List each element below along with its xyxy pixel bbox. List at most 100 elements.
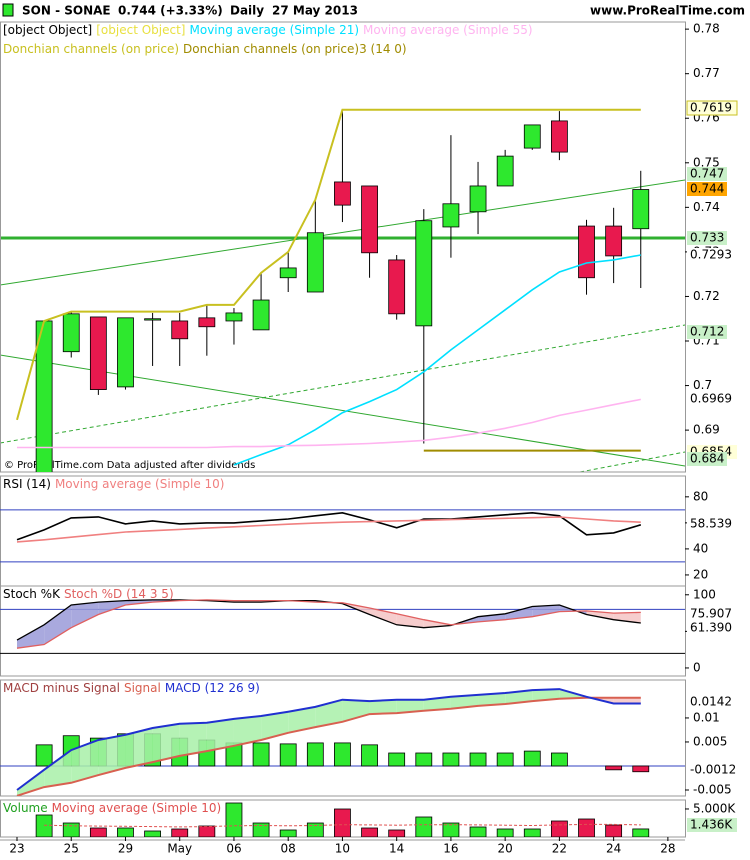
bar <box>117 827 134 837</box>
fill-area <box>505 606 533 620</box>
bar <box>551 752 568 767</box>
bar <box>62 822 80 837</box>
end-label: 0.712 <box>690 325 724 339</box>
end-label: 0.0142 <box>690 695 732 709</box>
y-tick-label: 0.01 <box>693 710 720 724</box>
y-tick-label: 5.000K <box>693 801 736 815</box>
label-box <box>687 763 739 777</box>
x-tick-label: 06 <box>226 842 241 856</box>
legend: Stoch %K Stoch %D (14 3 5) <box>3 587 174 601</box>
y-tick-label: 0.69 <box>693 423 720 437</box>
candle-body <box>306 232 324 293</box>
candle-body <box>144 318 162 321</box>
bar <box>442 752 460 767</box>
series-line <box>16 688 641 791</box>
bar <box>334 742 351 767</box>
bar <box>144 830 162 837</box>
x-tick-label: 22 <box>552 842 567 856</box>
end-label: 58.539 <box>690 517 732 531</box>
y-tick-label: 0.77 <box>693 66 720 80</box>
legend-item: Moving average (Simple 55) <box>363 23 533 37</box>
bar <box>578 818 595 837</box>
fill-area <box>505 690 533 705</box>
y-tick-label: 0.78 <box>693 22 720 36</box>
candle-body <box>361 185 378 254</box>
x-tick-label: 28 <box>660 842 675 856</box>
x-tick-label: 20 <box>498 842 513 856</box>
label-box <box>687 231 727 245</box>
fill-area <box>478 692 506 706</box>
bar <box>35 744 53 767</box>
panel <box>0 599 685 654</box>
label-box <box>687 182 727 196</box>
x-tick-label: 29 <box>118 842 133 856</box>
legend-item: [object Object] <box>3 23 92 37</box>
series-line <box>16 696 641 796</box>
fill-area <box>98 734 126 776</box>
legend-item: Volume <box>3 801 48 815</box>
fill-area <box>532 605 560 617</box>
fill-area <box>71 602 99 628</box>
candle-body <box>62 313 80 353</box>
fill-area <box>98 600 126 615</box>
legend-item: Moving average (Simple 10) <box>55 477 225 491</box>
candle-body <box>89 316 107 390</box>
site: www.ProRealTime.com <box>590 4 745 18</box>
bar <box>469 826 487 837</box>
candle-body <box>171 320 189 340</box>
legend: Donchian channels (on price) Donchian cha… <box>3 42 407 56</box>
candle-body <box>523 124 541 149</box>
legend-item: Signal <box>124 681 161 695</box>
bar <box>469 752 487 767</box>
bar <box>306 742 324 767</box>
panel-frame <box>0 21 686 473</box>
label-box <box>687 607 739 621</box>
fill-area <box>44 605 72 645</box>
legend-item: Donchian channels (on price)3 (14 0) <box>183 42 407 56</box>
bar <box>523 750 541 767</box>
candle-body <box>605 225 623 257</box>
fill-area <box>315 699 343 728</box>
bar <box>415 752 433 767</box>
x-tick-label: 24 <box>606 842 621 856</box>
candle-body <box>198 317 216 328</box>
candle-body <box>388 259 406 315</box>
bar <box>388 829 406 837</box>
label-box <box>687 517 739 531</box>
end-label: 0.747 <box>690 167 724 181</box>
x-tick-label: 25 <box>64 842 79 856</box>
y-tick-label: 0.7 <box>693 378 712 392</box>
end-label: 0.733 <box>690 231 724 245</box>
bar <box>632 828 650 837</box>
legend-item: [object Object] <box>96 23 185 37</box>
fill-area <box>369 699 397 715</box>
end-label: 75.907 <box>690 607 732 621</box>
fill-area <box>450 694 479 709</box>
end-label: 0.7293 <box>690 248 732 262</box>
x-tick-label: 16 <box>443 842 458 856</box>
logo <box>2 3 14 17</box>
fill-area <box>179 722 207 756</box>
candle-body <box>632 189 650 230</box>
end-label: 61.390 <box>690 621 732 635</box>
watermark: © ProRealTime.com Data adjusted after di… <box>4 460 255 471</box>
bar <box>252 742 270 767</box>
legend-item: Stoch %D (14 3 5) <box>64 587 174 601</box>
end-label: 0.684 <box>690 452 724 466</box>
candle-body <box>279 267 297 279</box>
bar <box>35 814 53 837</box>
fill-area <box>613 697 641 704</box>
series-line <box>17 398 641 449</box>
panel <box>16 108 650 472</box>
legend: MACD minus Signal Signal MACD (12 26 9) <box>3 681 260 695</box>
legend-item: Stoch %K <box>3 587 61 601</box>
candle-body <box>415 220 433 327</box>
bar <box>605 824 623 837</box>
fill-area <box>288 706 316 733</box>
quote: 0.744 (+3.33%) <box>118 4 223 18</box>
bar <box>632 765 650 773</box>
series-line <box>16 516 641 543</box>
bar <box>415 816 433 837</box>
y-tick-label: 80 <box>693 489 708 503</box>
